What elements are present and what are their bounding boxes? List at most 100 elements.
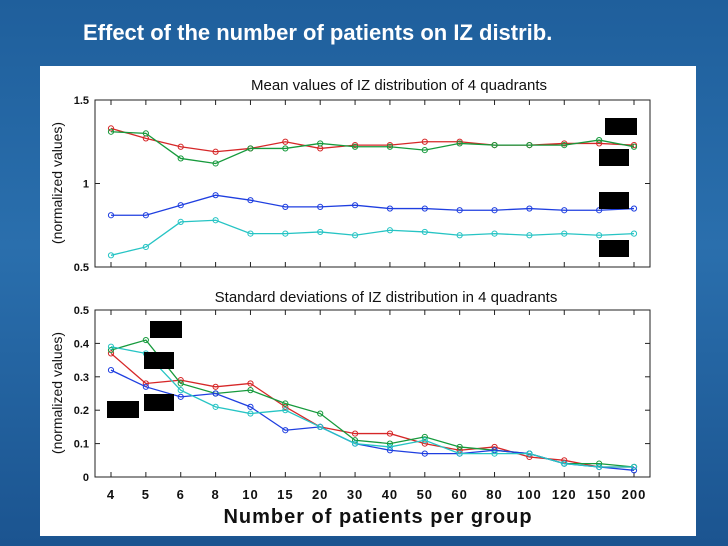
data-point	[421, 433, 428, 441]
redaction-box	[144, 394, 174, 411]
x-tick-label: 80	[486, 487, 502, 502]
data-point	[630, 143, 638, 150]
data-point	[107, 346, 115, 354]
data-point	[282, 403, 289, 410]
data-point	[386, 143, 394, 150]
y-tick-label: 0.1	[74, 439, 89, 451]
redaction-boxes	[107, 118, 637, 418]
x-tick-label: 40	[382, 487, 398, 502]
series-line	[110, 369, 635, 471]
data-point	[561, 141, 568, 149]
data-point	[142, 383, 149, 390]
series-group	[107, 336, 638, 474]
x-ticks	[110, 100, 635, 267]
data-point	[177, 393, 184, 400]
data-point	[561, 207, 568, 214]
data-point	[596, 136, 603, 144]
x-tick-label: 5	[142, 487, 150, 502]
data-point	[630, 205, 638, 212]
data-point	[491, 141, 498, 149]
plot-frame	[94, 99, 651, 268]
mean-values-chart: Mean values of IZ distribution of 4 quad…	[49, 77, 651, 274]
data-point	[282, 427, 289, 434]
chart-title: Standard deviations of IZ distribution i…	[215, 289, 558, 306]
redaction-box	[150, 321, 182, 338]
x-axis-label: Number of patients per group	[223, 506, 532, 528]
x-tick-label: 6	[177, 487, 185, 502]
data-point	[456, 450, 463, 457]
data-point	[212, 390, 219, 397]
x-tick-label: 50	[417, 487, 433, 502]
x-tick-label: 4	[107, 487, 115, 502]
x-tick-label: 20	[312, 487, 328, 502]
data-point	[247, 380, 254, 387]
redaction-box	[605, 118, 637, 135]
data-point	[596, 140, 603, 147]
chart-panel	[40, 66, 696, 536]
y-tick-label: 0.4	[74, 338, 90, 350]
data-point	[421, 228, 428, 236]
x-tick-label: 100	[517, 487, 542, 502]
data-point	[421, 205, 428, 212]
series-line	[110, 127, 635, 153]
data-point	[317, 410, 324, 417]
data-point	[491, 447, 498, 454]
data-point	[177, 143, 184, 150]
data-point	[351, 202, 359, 209]
data-point	[282, 145, 289, 152]
data-point	[317, 203, 324, 210]
x-ticks: 4 5 6 8 10 15 20 30 40 50 60 80 100 120 150 200	[107, 310, 645, 502]
x-tick-label: 8	[211, 487, 219, 502]
data-point	[142, 243, 149, 251]
data-point	[282, 230, 289, 237]
data-point	[212, 403, 219, 410]
data-point	[386, 205, 394, 212]
data-point	[142, 336, 149, 344]
data-point	[247, 145, 254, 152]
data-point	[421, 147, 428, 154]
x-tick-label: 10	[242, 487, 258, 502]
x-tick-label: 120	[552, 487, 577, 502]
data-point	[386, 430, 394, 437]
data-point	[386, 440, 394, 447]
y-tick-label: 0.5	[74, 262, 89, 274]
data-point	[282, 138, 289, 145]
series-line	[110, 219, 635, 256]
data-point	[456, 232, 463, 239]
data-point	[247, 387, 254, 394]
data-point	[107, 128, 115, 135]
y-tick-label: 0.5	[74, 305, 89, 317]
series-line	[110, 346, 634, 468]
data-point	[177, 218, 184, 226]
data-point	[212, 160, 219, 167]
data-point	[386, 447, 394, 454]
data-point	[596, 460, 603, 467]
data-point	[177, 202, 184, 209]
y-tick-label: 0.3	[74, 372, 89, 384]
redaction-box	[144, 352, 174, 369]
data-point	[107, 343, 115, 350]
y-tick-label: 1.5	[74, 95, 89, 107]
data-point	[212, 217, 219, 224]
data-point	[177, 155, 184, 162]
series-line	[110, 131, 635, 165]
x-tick-label: 30	[347, 487, 363, 502]
y-axis-label: (normalized values)	[49, 122, 65, 244]
data-point	[526, 141, 533, 149]
data-point	[247, 197, 254, 204]
data-point	[317, 228, 324, 236]
data-point	[491, 207, 498, 214]
data-point	[177, 380, 184, 387]
data-point	[351, 232, 359, 239]
data-point	[561, 457, 568, 464]
series-line	[111, 194, 635, 216]
y-ticks: 0 0.1 0.2 0.3 0.4 0.5	[74, 305, 650, 484]
data-point	[351, 440, 359, 447]
data-point	[421, 138, 428, 145]
y-tick-label: 0.2	[74, 405, 89, 417]
data-point	[491, 443, 498, 451]
data-point	[421, 437, 428, 444]
std-dev-chart: Standard deviations of IZ distribution i…	[49, 289, 651, 528]
data-point	[107, 350, 115, 357]
